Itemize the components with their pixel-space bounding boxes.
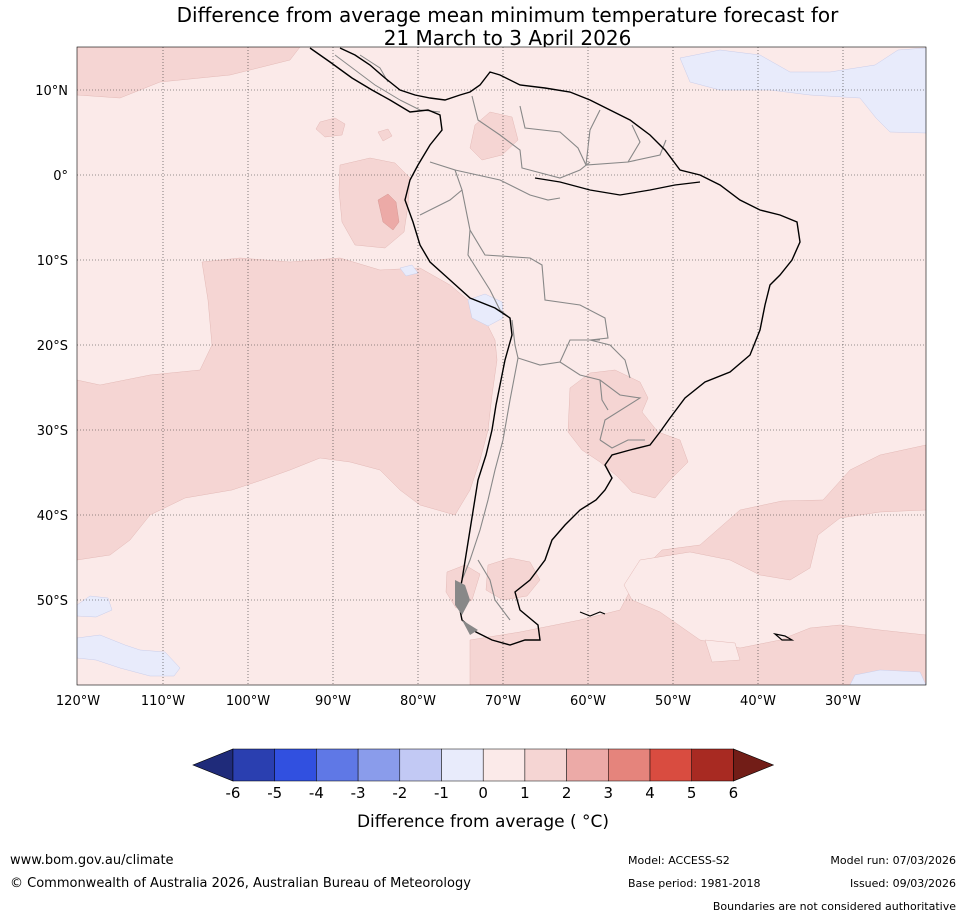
issued-date: Issued: 09/03/2026 bbox=[849, 877, 956, 890]
colorbar-swatch bbox=[566, 748, 609, 782]
colorbar-tick-label: 3 bbox=[604, 784, 614, 802]
title-line-1: Difference from average mean minimum tem… bbox=[176, 3, 839, 27]
colorbar-swatch bbox=[232, 748, 275, 782]
colorbar-tick-label: 0 bbox=[478, 784, 488, 802]
anomaly-2-3-region bbox=[377, 193, 400, 231]
country-borders bbox=[419, 95, 667, 621]
map-title: Difference from average mean minimum tem… bbox=[0, 4, 965, 50]
colorbar-tick-label: -6 bbox=[226, 784, 241, 802]
colorbar-swatch bbox=[524, 748, 567, 782]
colorbar-swatch bbox=[357, 748, 401, 782]
lon-label: 60°W bbox=[570, 694, 606, 709]
chile-fjords bbox=[455, 580, 478, 635]
lon-label: 100°W bbox=[226, 694, 270, 709]
amazon-river bbox=[534, 177, 701, 196]
boundary-disclaimer: Boundaries are not considered authoritat… bbox=[712, 900, 956, 913]
website-link[interactable]: www.bom.gov.au/climate bbox=[10, 853, 174, 868]
lon-label: 90°W bbox=[315, 694, 351, 709]
lon-label: 120°W bbox=[56, 694, 100, 709]
tierra-del-fuego bbox=[579, 611, 606, 617]
colorbar-swatch bbox=[649, 748, 692, 782]
colorbar-swatch bbox=[316, 748, 359, 782]
map-frame bbox=[76, 46, 927, 686]
lon-label: 110°W bbox=[141, 694, 185, 709]
anomaly-neg1-0-regions bbox=[77, 47, 926, 685]
lon-labels: 120°W 110°W 100°W 90°W 80°W 70°W 60°W 50… bbox=[56, 694, 861, 709]
lat-labels: 10°N 0° 10°S 20°S 30°S 40°S 50°S bbox=[35, 84, 68, 609]
central-america-borders bbox=[334, 54, 441, 113]
colorbar-label: Difference from average ( °C) bbox=[357, 812, 609, 832]
graticule bbox=[77, 47, 926, 685]
lat-label: 10°N bbox=[35, 84, 68, 99]
colorbar-swatch bbox=[441, 748, 484, 782]
south-georgia bbox=[772, 632, 795, 641]
lon-label: 80°W bbox=[400, 694, 436, 709]
colorbar-tick-label: 5 bbox=[687, 784, 697, 802]
colorbar-tick-label: 2 bbox=[562, 784, 572, 802]
lon-label: 30°W bbox=[825, 694, 861, 709]
colorbar-swatch bbox=[691, 748, 734, 782]
lat-label: 0° bbox=[53, 169, 68, 184]
lon-label: 40°W bbox=[740, 694, 776, 709]
colorbar-swatch bbox=[608, 748, 651, 782]
lat-label: 20°S bbox=[37, 339, 68, 354]
lat-label: 30°S bbox=[37, 424, 68, 439]
colorbar-tick-label: 1 bbox=[520, 784, 530, 802]
lat-label: 10°S bbox=[37, 254, 68, 269]
colorbar-extend-low bbox=[192, 748, 234, 782]
colorbar bbox=[192, 748, 775, 782]
lat-label: 40°S bbox=[37, 509, 68, 524]
colorbar-tick-label: -3 bbox=[351, 784, 366, 802]
model-name: Model: ACCESS-S2 bbox=[628, 854, 730, 867]
colorbar-tick-label: 4 bbox=[645, 784, 655, 802]
base-period: Base period: 1981-2018 bbox=[628, 877, 761, 890]
colorbar-swatch bbox=[482, 748, 526, 782]
colorbar-tick-label: -5 bbox=[267, 784, 282, 802]
lon-label: 70°W bbox=[485, 694, 521, 709]
colorbar-swatch bbox=[399, 748, 442, 782]
copyright-text: © Commonwealth of Australia 2026, Austra… bbox=[10, 876, 471, 891]
map-area bbox=[77, 47, 926, 685]
colorbar-tick-label: -2 bbox=[392, 784, 407, 802]
lat-label: 50°S bbox=[37, 594, 68, 609]
model-run-date: Model run: 07/03/2026 bbox=[830, 854, 956, 867]
anomaly-0-1-islands bbox=[623, 509, 926, 663]
colorbar-tick-label: -4 bbox=[309, 784, 324, 802]
colorbar-tick-label: 6 bbox=[729, 784, 739, 802]
colorbar-swatch bbox=[274, 748, 317, 782]
title-line-2: 21 March to 3 April 2026 bbox=[383, 26, 632, 50]
south-america-coastline bbox=[309, 47, 801, 646]
colorbar-tick-label: -1 bbox=[434, 784, 449, 802]
colorbar-extend-high bbox=[733, 748, 775, 782]
lon-label: 50°W bbox=[655, 694, 691, 709]
colorbar-ticks: -6 -5 -4 -3 -2 -1 0 1 2 3 4 5 6 bbox=[226, 784, 739, 802]
